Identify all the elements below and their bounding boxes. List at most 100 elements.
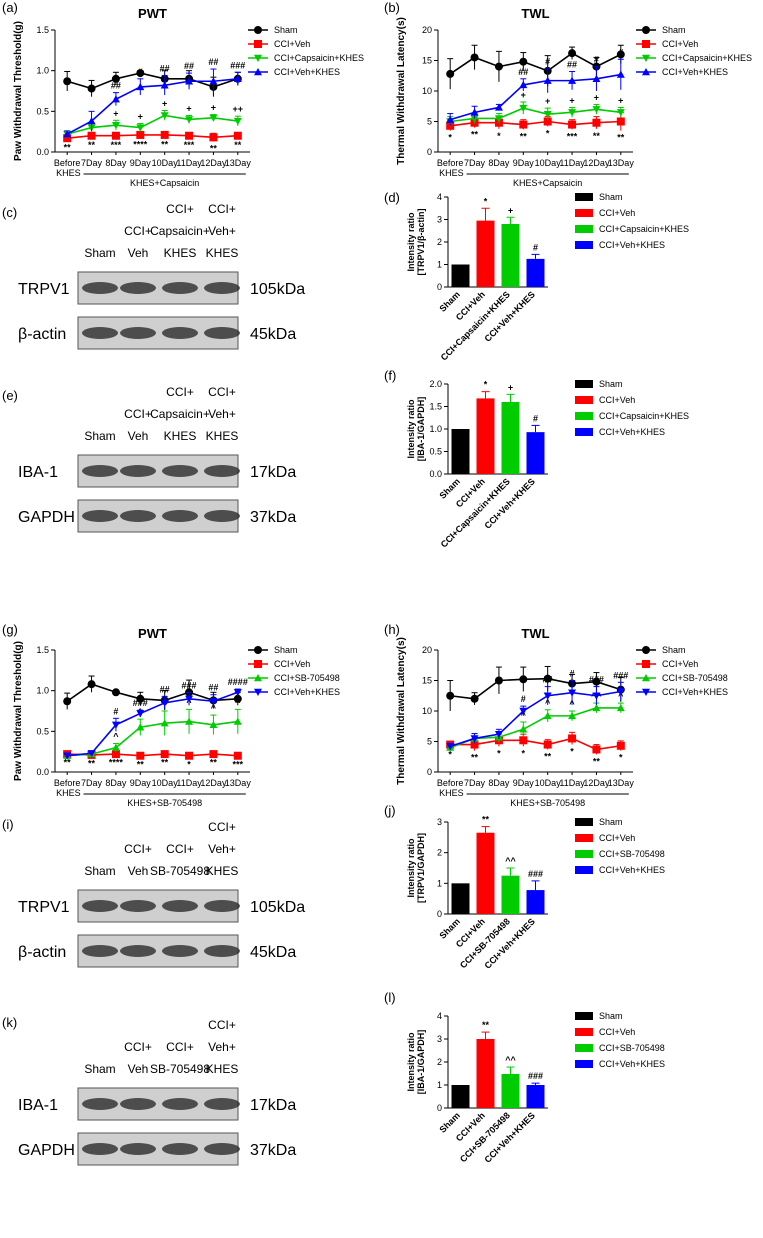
point	[519, 736, 528, 745]
y-tick-label: 0.0	[36, 767, 49, 777]
y-tick-label: 20	[422, 25, 432, 35]
y-tick-label: 0	[437, 282, 442, 292]
point	[87, 680, 96, 689]
legend-swatch	[575, 1044, 593, 1052]
y-tick-label: 5	[427, 737, 432, 747]
chart-title: TWL	[521, 6, 549, 21]
point	[63, 130, 72, 138]
significance-label: +	[521, 90, 526, 100]
blot-band	[162, 327, 198, 339]
point	[111, 721, 120, 729]
significance-label: #	[521, 694, 526, 704]
legend-swatch	[575, 1060, 593, 1068]
legend-label: CCI+Veh+KHES	[274, 687, 340, 697]
blot-band	[120, 510, 156, 522]
blot-band	[120, 1098, 156, 1110]
lane-label: CCI+	[208, 385, 236, 399]
point	[160, 699, 169, 707]
lane-label: Veh	[128, 429, 149, 443]
significance-label: **	[482, 815, 490, 825]
significance-label: **	[544, 751, 552, 761]
significance-label: ^^	[505, 856, 516, 866]
point	[519, 725, 528, 733]
legend-label: CCI+Capsaicin+KHES	[274, 53, 364, 63]
significance-label: ##	[518, 67, 528, 77]
y-tick-label: 1.5	[429, 402, 442, 412]
significance-label: +	[569, 95, 574, 105]
point	[111, 131, 120, 140]
significance-label: ###	[589, 675, 604, 685]
panel-label: (i)	[2, 817, 14, 832]
legend-label: CCI+Veh+KHES	[662, 67, 728, 77]
legend-label: CCI+Veh	[274, 659, 310, 669]
lane-label: Capsaicin+	[150, 224, 210, 238]
significance-label: *	[570, 747, 574, 757]
legend-marker	[254, 26, 262, 34]
significance-label: **	[471, 130, 479, 140]
significance-label: +	[545, 96, 550, 106]
blot-band	[204, 1098, 240, 1110]
line	[66, 114, 238, 135]
y-tick-label: 0.5	[36, 726, 49, 736]
legend-marker	[642, 54, 650, 62]
significance-label: ****	[133, 139, 148, 149]
significance-label: *	[448, 133, 452, 143]
y-tick-label: 1.5	[36, 25, 49, 35]
size-label: 45kDa	[250, 326, 296, 343]
bracket-label: KHES+Capsaicin	[513, 178, 582, 188]
significance-label: ####	[228, 677, 248, 687]
point	[111, 750, 120, 759]
legend-marker	[254, 674, 262, 682]
point	[616, 688, 625, 696]
significance-label: ^^	[505, 1055, 516, 1065]
significance-label: #	[618, 47, 623, 57]
point	[111, 95, 120, 103]
significance-label: +	[186, 103, 191, 113]
significance-label: *	[484, 380, 488, 390]
lane-label: Veh+	[208, 1040, 236, 1054]
y-axis-label: Intensity ratio	[406, 838, 416, 898]
point	[543, 674, 552, 683]
legend-label: CCI+Veh	[274, 39, 310, 49]
y-tick-label: 3	[437, 817, 442, 827]
legend-marker	[254, 688, 262, 696]
legend-label: CCI+Veh	[599, 208, 635, 218]
legend-marker	[254, 54, 262, 62]
significance-label: #	[533, 413, 538, 423]
blot-band	[82, 282, 118, 294]
point	[136, 751, 145, 760]
significance-label: ###	[182, 680, 197, 690]
blot-band	[162, 1143, 198, 1155]
significance-label: ##	[184, 61, 194, 71]
blot-band	[82, 900, 118, 912]
legend-swatch	[575, 225, 593, 233]
point	[494, 730, 503, 739]
legend-swatch	[575, 834, 593, 842]
point	[209, 750, 218, 759]
chart-title: PWT	[138, 626, 167, 641]
point	[568, 120, 577, 129]
point	[616, 117, 625, 126]
y-tick-label: 1	[437, 260, 442, 270]
line	[66, 683, 238, 702]
bar	[451, 429, 470, 474]
y-tick-label: 4	[437, 192, 442, 202]
point	[136, 82, 145, 91]
point	[233, 751, 242, 760]
legend-marker	[254, 646, 262, 654]
lane-label: Veh+	[208, 224, 236, 238]
point	[111, 688, 120, 697]
point	[592, 118, 601, 127]
blot-band	[204, 327, 240, 339]
point	[209, 698, 218, 706]
legend-label: CCI+Veh	[599, 1027, 635, 1037]
lane-label: CCI+	[208, 1018, 236, 1032]
point	[543, 692, 552, 700]
point	[543, 110, 552, 119]
point	[136, 723, 145, 731]
lane-label: Veh+	[208, 407, 236, 421]
lane-label: KHES	[164, 246, 197, 260]
series: + + + + +	[446, 90, 625, 127]
legend-label: CCI+Capsaicin+KHES	[599, 411, 689, 421]
